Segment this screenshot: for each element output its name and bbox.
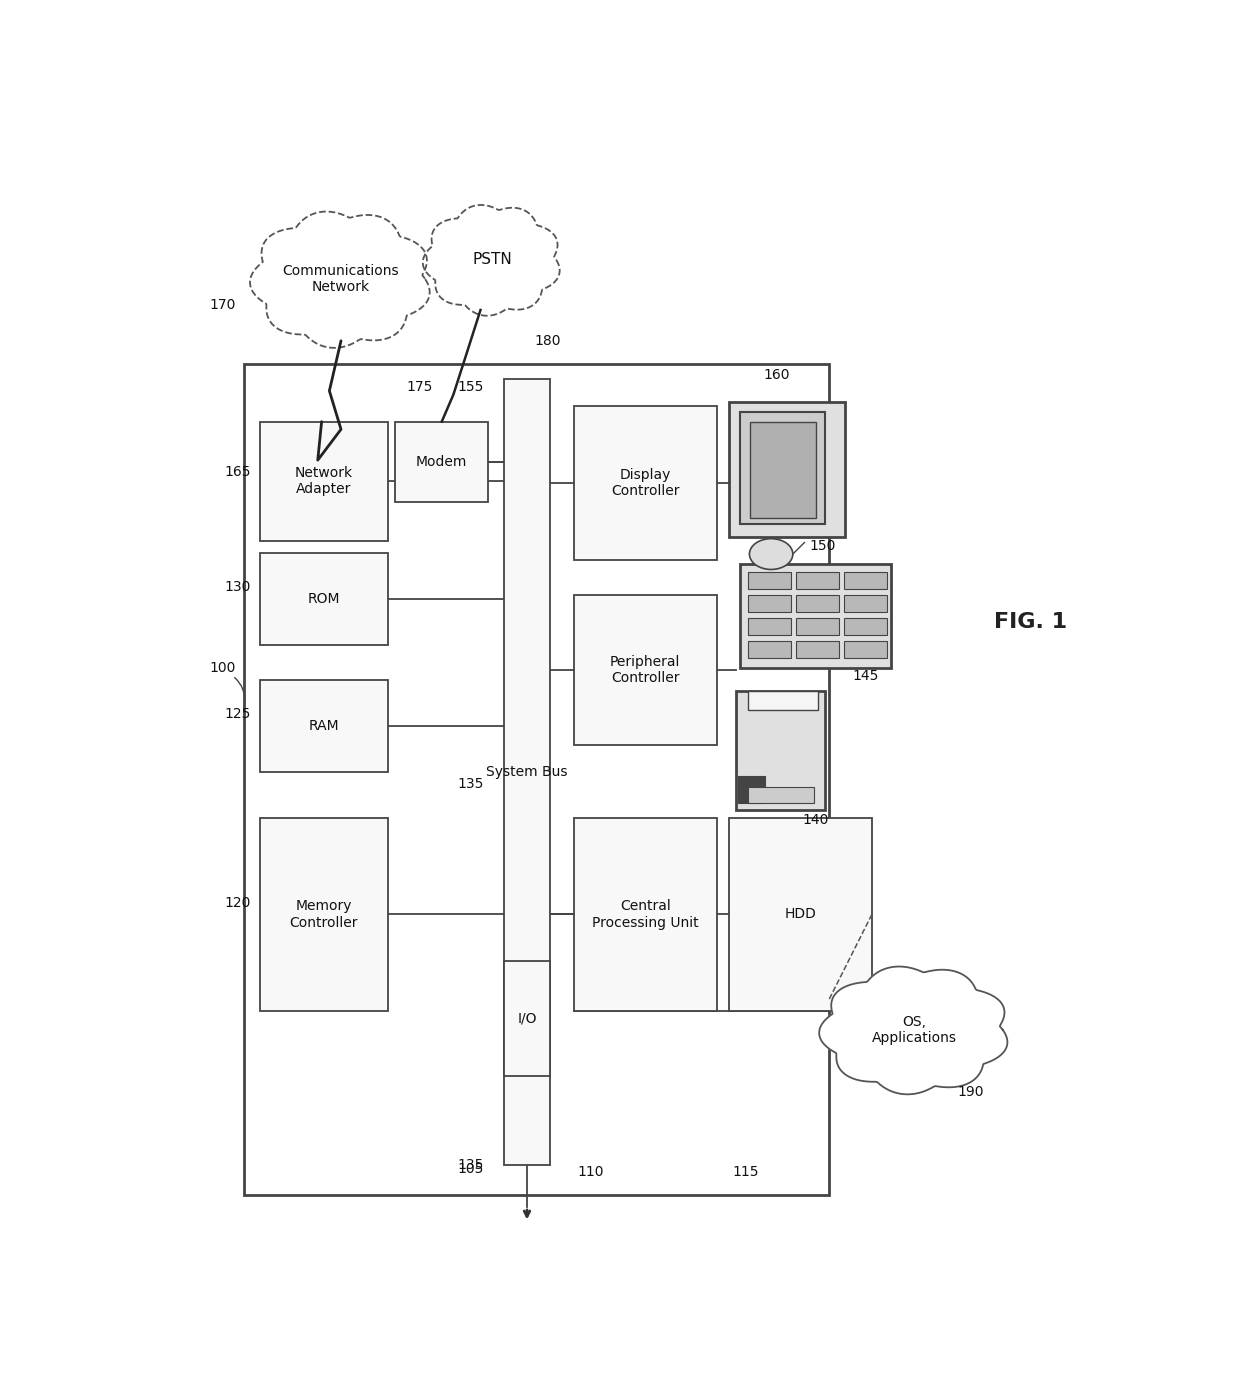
Bar: [844, 595, 887, 611]
Bar: [737, 691, 826, 811]
Bar: [844, 618, 887, 635]
Text: Communications
Network: Communications Network: [283, 264, 399, 295]
Text: System Bus: System Bus: [486, 765, 568, 779]
Bar: [503, 960, 551, 1076]
Text: 155: 155: [458, 380, 484, 394]
Bar: [796, 641, 838, 658]
Bar: [244, 364, 830, 1195]
Text: RAM: RAM: [309, 719, 339, 733]
Bar: [748, 787, 813, 803]
Text: 150: 150: [810, 539, 836, 553]
Text: Central
Processing Unit: Central Processing Unit: [591, 899, 698, 930]
Text: FIG. 1: FIG. 1: [994, 611, 1068, 632]
Text: OS,
Applications: OS, Applications: [872, 1015, 957, 1046]
Text: Network
Adapter: Network Adapter: [295, 466, 352, 497]
Bar: [573, 406, 717, 560]
Text: 105: 105: [458, 1161, 484, 1175]
Bar: [573, 595, 717, 745]
Text: 115: 115: [733, 1166, 759, 1180]
Text: Peripheral
Controller: Peripheral Controller: [610, 655, 681, 685]
Text: 135: 135: [458, 776, 484, 790]
Text: 170: 170: [210, 297, 236, 311]
Bar: [748, 595, 791, 611]
Bar: [396, 422, 489, 503]
Bar: [740, 564, 892, 669]
Bar: [748, 618, 791, 635]
Polygon shape: [820, 966, 1007, 1094]
Text: 140: 140: [802, 814, 828, 828]
Bar: [573, 818, 717, 1011]
Bar: [729, 402, 844, 537]
Text: 120: 120: [224, 896, 252, 910]
Text: PSTN: PSTN: [472, 253, 512, 268]
Text: 190: 190: [957, 1085, 983, 1099]
Bar: [259, 680, 387, 772]
Text: Memory
Controller: Memory Controller: [289, 899, 358, 930]
Bar: [259, 422, 387, 542]
Text: 160: 160: [764, 369, 790, 383]
Text: 135: 135: [458, 1157, 484, 1171]
Bar: [796, 618, 838, 635]
Bar: [259, 553, 387, 645]
Ellipse shape: [749, 539, 792, 570]
Bar: [259, 818, 387, 1011]
Text: 125: 125: [224, 708, 252, 722]
Text: I/O: I/O: [517, 1011, 537, 1026]
Bar: [844, 641, 887, 658]
Bar: [748, 641, 791, 658]
Text: HDD: HDD: [784, 907, 816, 921]
Bar: [750, 422, 816, 518]
Text: 165: 165: [224, 465, 252, 479]
Text: 180: 180: [534, 334, 562, 348]
Text: 130: 130: [224, 581, 252, 595]
Bar: [738, 776, 765, 803]
Bar: [729, 818, 872, 1011]
Bar: [503, 380, 551, 1164]
FancyArrowPatch shape: [234, 677, 244, 704]
Polygon shape: [250, 212, 430, 348]
Bar: [844, 572, 887, 589]
Bar: [796, 572, 838, 589]
Polygon shape: [423, 205, 559, 315]
Text: 175: 175: [407, 380, 433, 394]
Bar: [748, 691, 817, 711]
Text: ROM: ROM: [308, 592, 340, 606]
Bar: [796, 595, 838, 611]
Bar: [740, 412, 826, 524]
Bar: [748, 572, 791, 589]
Text: 110: 110: [578, 1166, 604, 1180]
Text: Modem: Modem: [417, 455, 467, 469]
Text: 100: 100: [210, 662, 236, 676]
Text: Display
Controller: Display Controller: [611, 468, 680, 498]
Text: 145: 145: [853, 669, 879, 683]
